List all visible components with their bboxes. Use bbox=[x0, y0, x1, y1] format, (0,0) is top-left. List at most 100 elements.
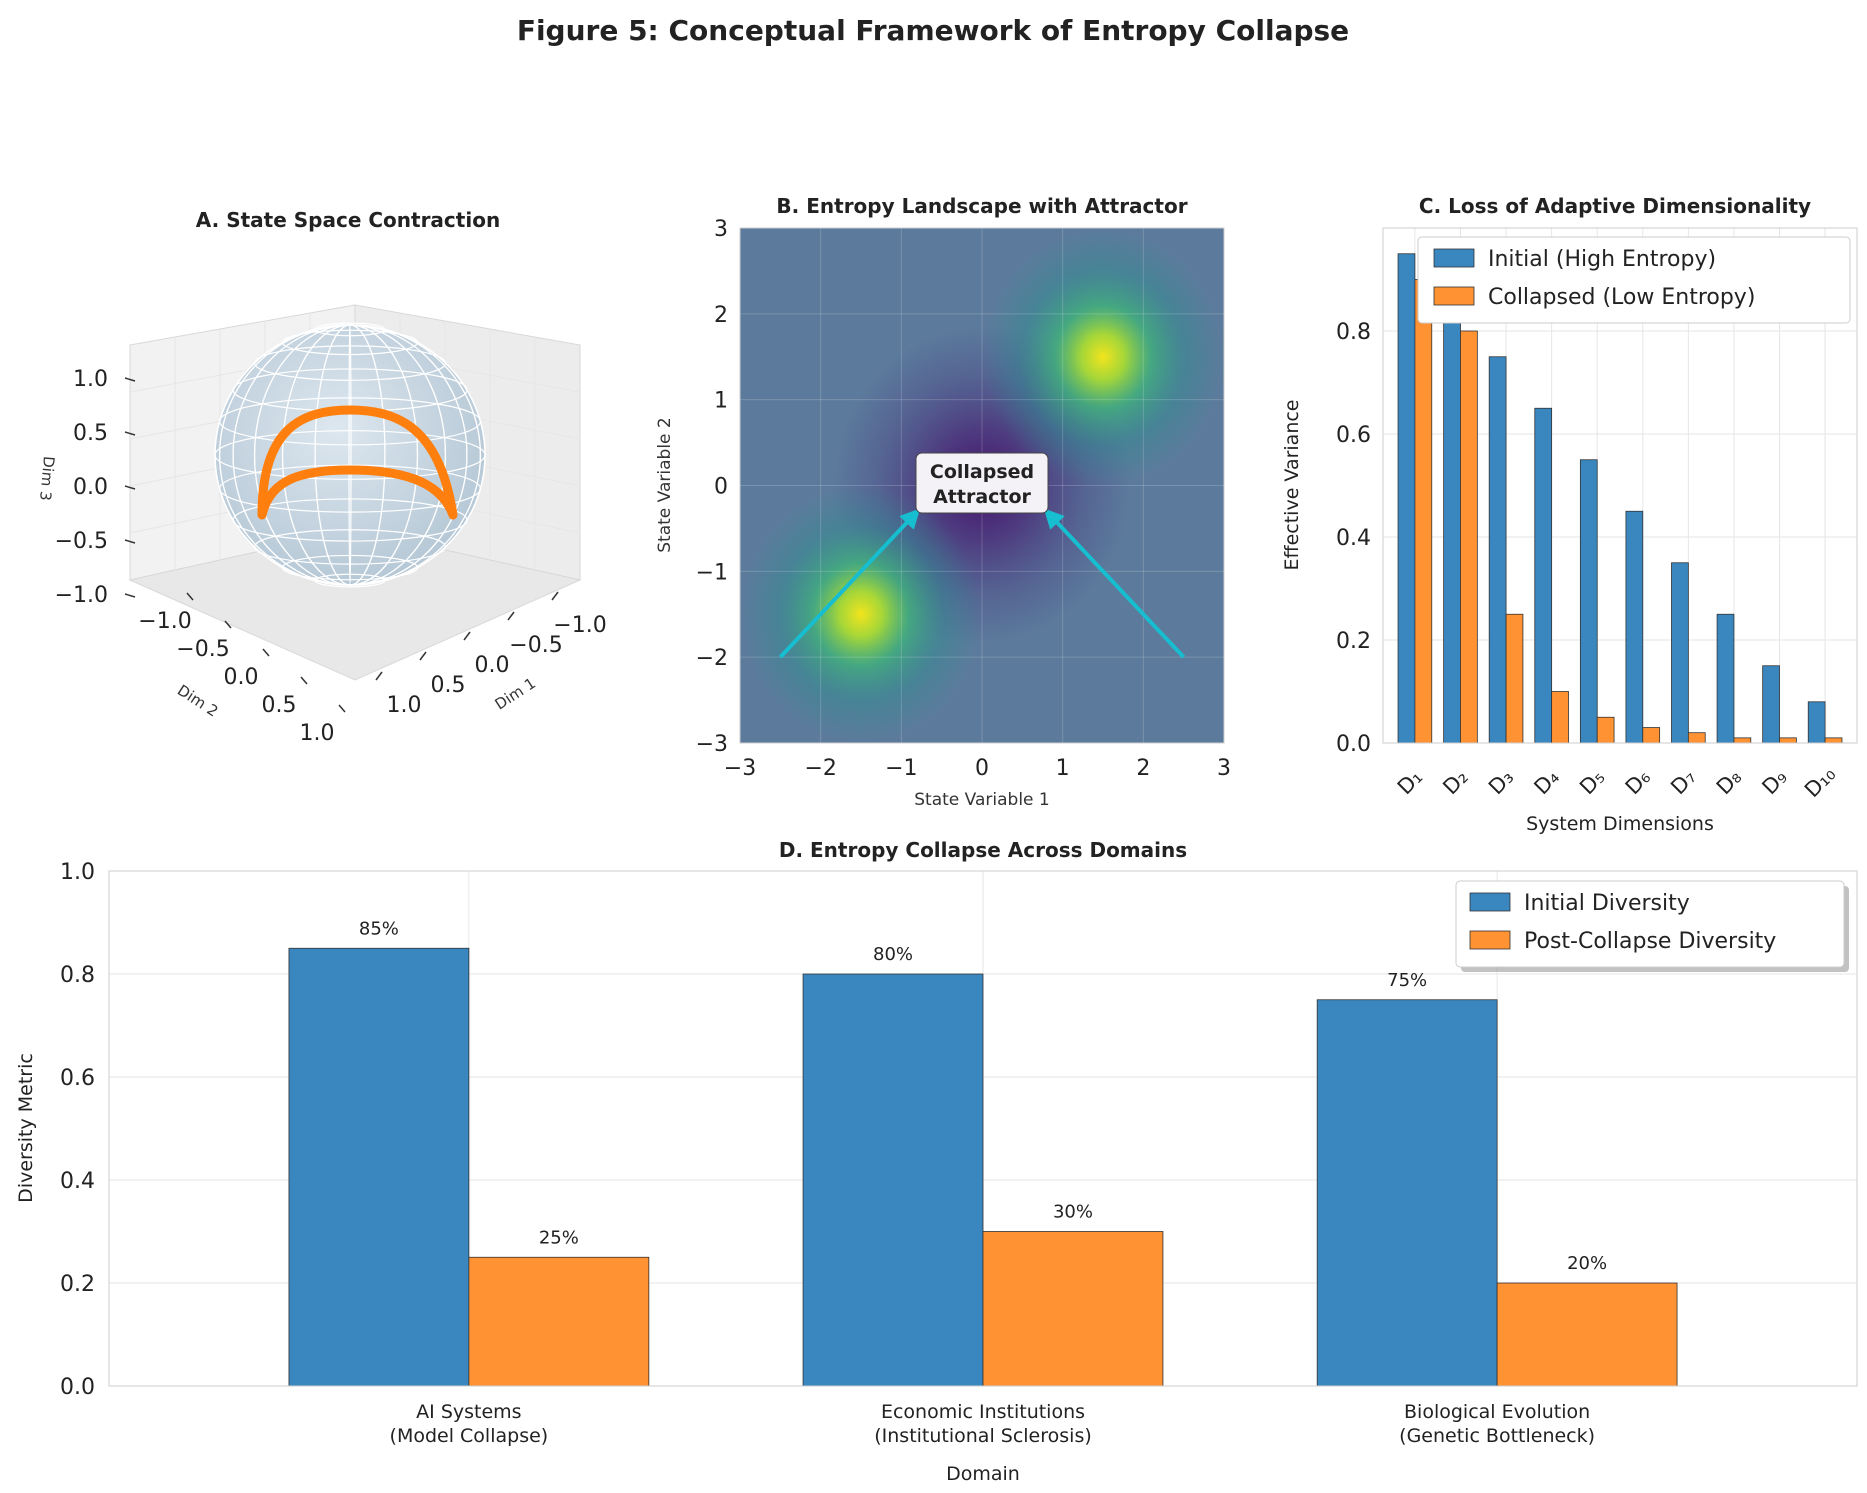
y-tick bbox=[224, 620, 232, 629]
legend-label-collapsed: Collapsed (Low Entropy) bbox=[1488, 285, 1755, 310]
y-tick-label: −1 bbox=[696, 560, 728, 585]
y-tick bbox=[338, 704, 346, 713]
y-tick-label: 3 bbox=[714, 217, 728, 242]
bar-value-label: 25% bbox=[539, 1227, 579, 1248]
panel-d-ylabel: Diversity Metric bbox=[15, 1053, 37, 1203]
panel-a-title: A. State Space Contraction bbox=[196, 208, 500, 232]
x-tick-label: D₂ bbox=[1438, 765, 1472, 799]
state-space-sphere bbox=[214, 324, 486, 586]
y-tick-label: 1 bbox=[714, 389, 728, 414]
x-tick-label: D₁₀ bbox=[1800, 762, 1840, 802]
bar-initial-diversity bbox=[1316, 999, 1498, 1387]
y-tick-label: 0.4 bbox=[60, 1169, 95, 1194]
y-tick-label: 0.6 bbox=[60, 1066, 95, 1091]
contraction-trajectory bbox=[257, 405, 458, 520]
panel-c-xlabel: System Dimensions bbox=[1526, 813, 1714, 835]
bar-post-collapse bbox=[468, 1256, 650, 1387]
attractor-label-line2: Attractor bbox=[933, 486, 1031, 508]
arrow-right bbox=[1043, 508, 1186, 659]
z-axis-ticks: −1.0 −0.5 0.0 0.5 1.0 bbox=[55, 367, 136, 608]
z-tick-label: −1.0 bbox=[55, 583, 108, 608]
bar-collapsed bbox=[1551, 691, 1569, 744]
panel-c-title: C. Loss of Adaptive Dimensionality bbox=[1419, 194, 1811, 218]
bar-collapsed bbox=[1596, 716, 1615, 744]
z-tick bbox=[124, 539, 136, 544]
x-tick bbox=[551, 591, 559, 601]
bar-value-label: 80% bbox=[873, 944, 913, 965]
bar-initial bbox=[1716, 613, 1735, 744]
y-tick-label: 0.2 bbox=[1336, 629, 1371, 654]
x-tick-label: −3 bbox=[724, 756, 756, 781]
z-tick-label: 1.0 bbox=[73, 367, 108, 392]
y-tick-label: 0.5 bbox=[262, 693, 297, 718]
sphere-wireframe bbox=[214, 322, 486, 588]
z-tick bbox=[124, 485, 136, 490]
y-tick-label: 0.0 bbox=[224, 665, 259, 690]
bar-collapsed bbox=[1414, 279, 1433, 744]
y-tick-label: −1.0 bbox=[138, 609, 191, 634]
panel-d-frame bbox=[108, 870, 1858, 1387]
x-tick-label: 1 bbox=[1056, 756, 1070, 781]
x-tick-label: 2 bbox=[1136, 756, 1150, 781]
x-tick bbox=[419, 651, 427, 661]
x-tick-label-sub: (Genetic Bottleneck) bbox=[1399, 1425, 1595, 1447]
z-axis-label: Dim 3 bbox=[36, 455, 58, 501]
bar-initial bbox=[1579, 459, 1598, 744]
x-tick-label: −1 bbox=[885, 756, 917, 781]
y-axis-label-dim2: Dim 2 bbox=[174, 681, 221, 720]
panel-b-ylabel: State Variable 2 bbox=[655, 417, 675, 552]
y-tick-label: 1.0 bbox=[300, 721, 335, 746]
x-tick-label: 0.5 bbox=[431, 673, 466, 698]
y-tick-label: 2 bbox=[714, 303, 728, 328]
y-tick-label: 0.0 bbox=[1336, 732, 1371, 757]
y-tick-label: 0.2 bbox=[60, 1272, 95, 1297]
y-tick-label: −2 bbox=[696, 646, 728, 671]
bar-value-label: 75% bbox=[1387, 970, 1427, 991]
panel-d-domains: D. Entropy Collapse Across Domains 85% 25… bbox=[15, 838, 1858, 1485]
x-tick-label: −2 bbox=[804, 756, 836, 781]
panel-b-landscape: B. Entropy Landscape with Attractor −3 −2… bbox=[655, 194, 1231, 810]
bar-initial-diversity bbox=[288, 947, 470, 1387]
panel-d-bars: 85% 25% 80% 30% 75% 20% bbox=[288, 918, 1678, 1387]
x-tick-label: D₈ bbox=[1712, 765, 1746, 799]
bar-post-collapse bbox=[1496, 1282, 1678, 1387]
panel-b-frame bbox=[739, 227, 1225, 744]
x-tick-label: 3 bbox=[1217, 756, 1231, 781]
bar-collapsed bbox=[1824, 737, 1843, 744]
panel-b-title: B. Entropy Landscape with Attractor bbox=[776, 194, 1187, 218]
y-tick-label: −0.5 bbox=[176, 637, 229, 662]
x-tick bbox=[463, 631, 471, 641]
z-tick bbox=[124, 593, 136, 598]
bar-initial bbox=[1671, 562, 1689, 744]
x-tick-label: D₉ bbox=[1757, 765, 1791, 799]
figure-title: Figure 5: Conceptual Framework of Entrop… bbox=[517, 14, 1349, 47]
panel-a-state-space: A. State Space Contraction −1.0−0.50.00.… bbox=[36, 208, 607, 746]
z-tick bbox=[124, 377, 136, 382]
entropy-peak-lower bbox=[741, 486, 981, 742]
x-tick-label: D₄ bbox=[1530, 765, 1564, 799]
bar-collapsed bbox=[1687, 732, 1706, 744]
bar-value-label: 20% bbox=[1567, 1253, 1607, 1274]
bar-collapsed bbox=[1779, 737, 1797, 744]
panel-d-ticks: 0.0 0.2 0.4 0.6 0.8 1.0 AI Systems(Model Colla… bbox=[60, 860, 1595, 1447]
bar-initial bbox=[1625, 510, 1644, 744]
z-tick-label: −0.5 bbox=[55, 529, 108, 554]
x-tick-label: D₇ bbox=[1666, 765, 1700, 799]
bar-initial-diversity bbox=[802, 973, 984, 1387]
x-tick-label-sub: (Institutional Sclerosis) bbox=[874, 1425, 1092, 1447]
x-tick-label: 1.0 bbox=[387, 693, 422, 718]
x-axis-ticks: −1.0−0.50.0 0.5 1.0 bbox=[375, 591, 607, 718]
y-tick bbox=[300, 676, 308, 685]
y-tick bbox=[262, 648, 270, 657]
panel-c-bars bbox=[1397, 253, 1843, 744]
legend-swatch-collapsed bbox=[1433, 286, 1475, 306]
bar-initial bbox=[1443, 289, 1461, 744]
legend-label-initial-diversity: Initial Diversity bbox=[1524, 891, 1690, 916]
legend-box bbox=[1417, 236, 1851, 324]
panel-b-ticks: −3 −2 −1 0 1 2 3 −3 −2 −1 0 1 2 3 bbox=[696, 217, 1231, 781]
legend-label-post-collapse: Post-Collapse Diversity bbox=[1524, 929, 1776, 954]
y-tick-label: 0 bbox=[714, 475, 728, 500]
attractor-label-box bbox=[915, 452, 1049, 514]
x-axis-label-dim1: Dim 1 bbox=[492, 674, 539, 713]
